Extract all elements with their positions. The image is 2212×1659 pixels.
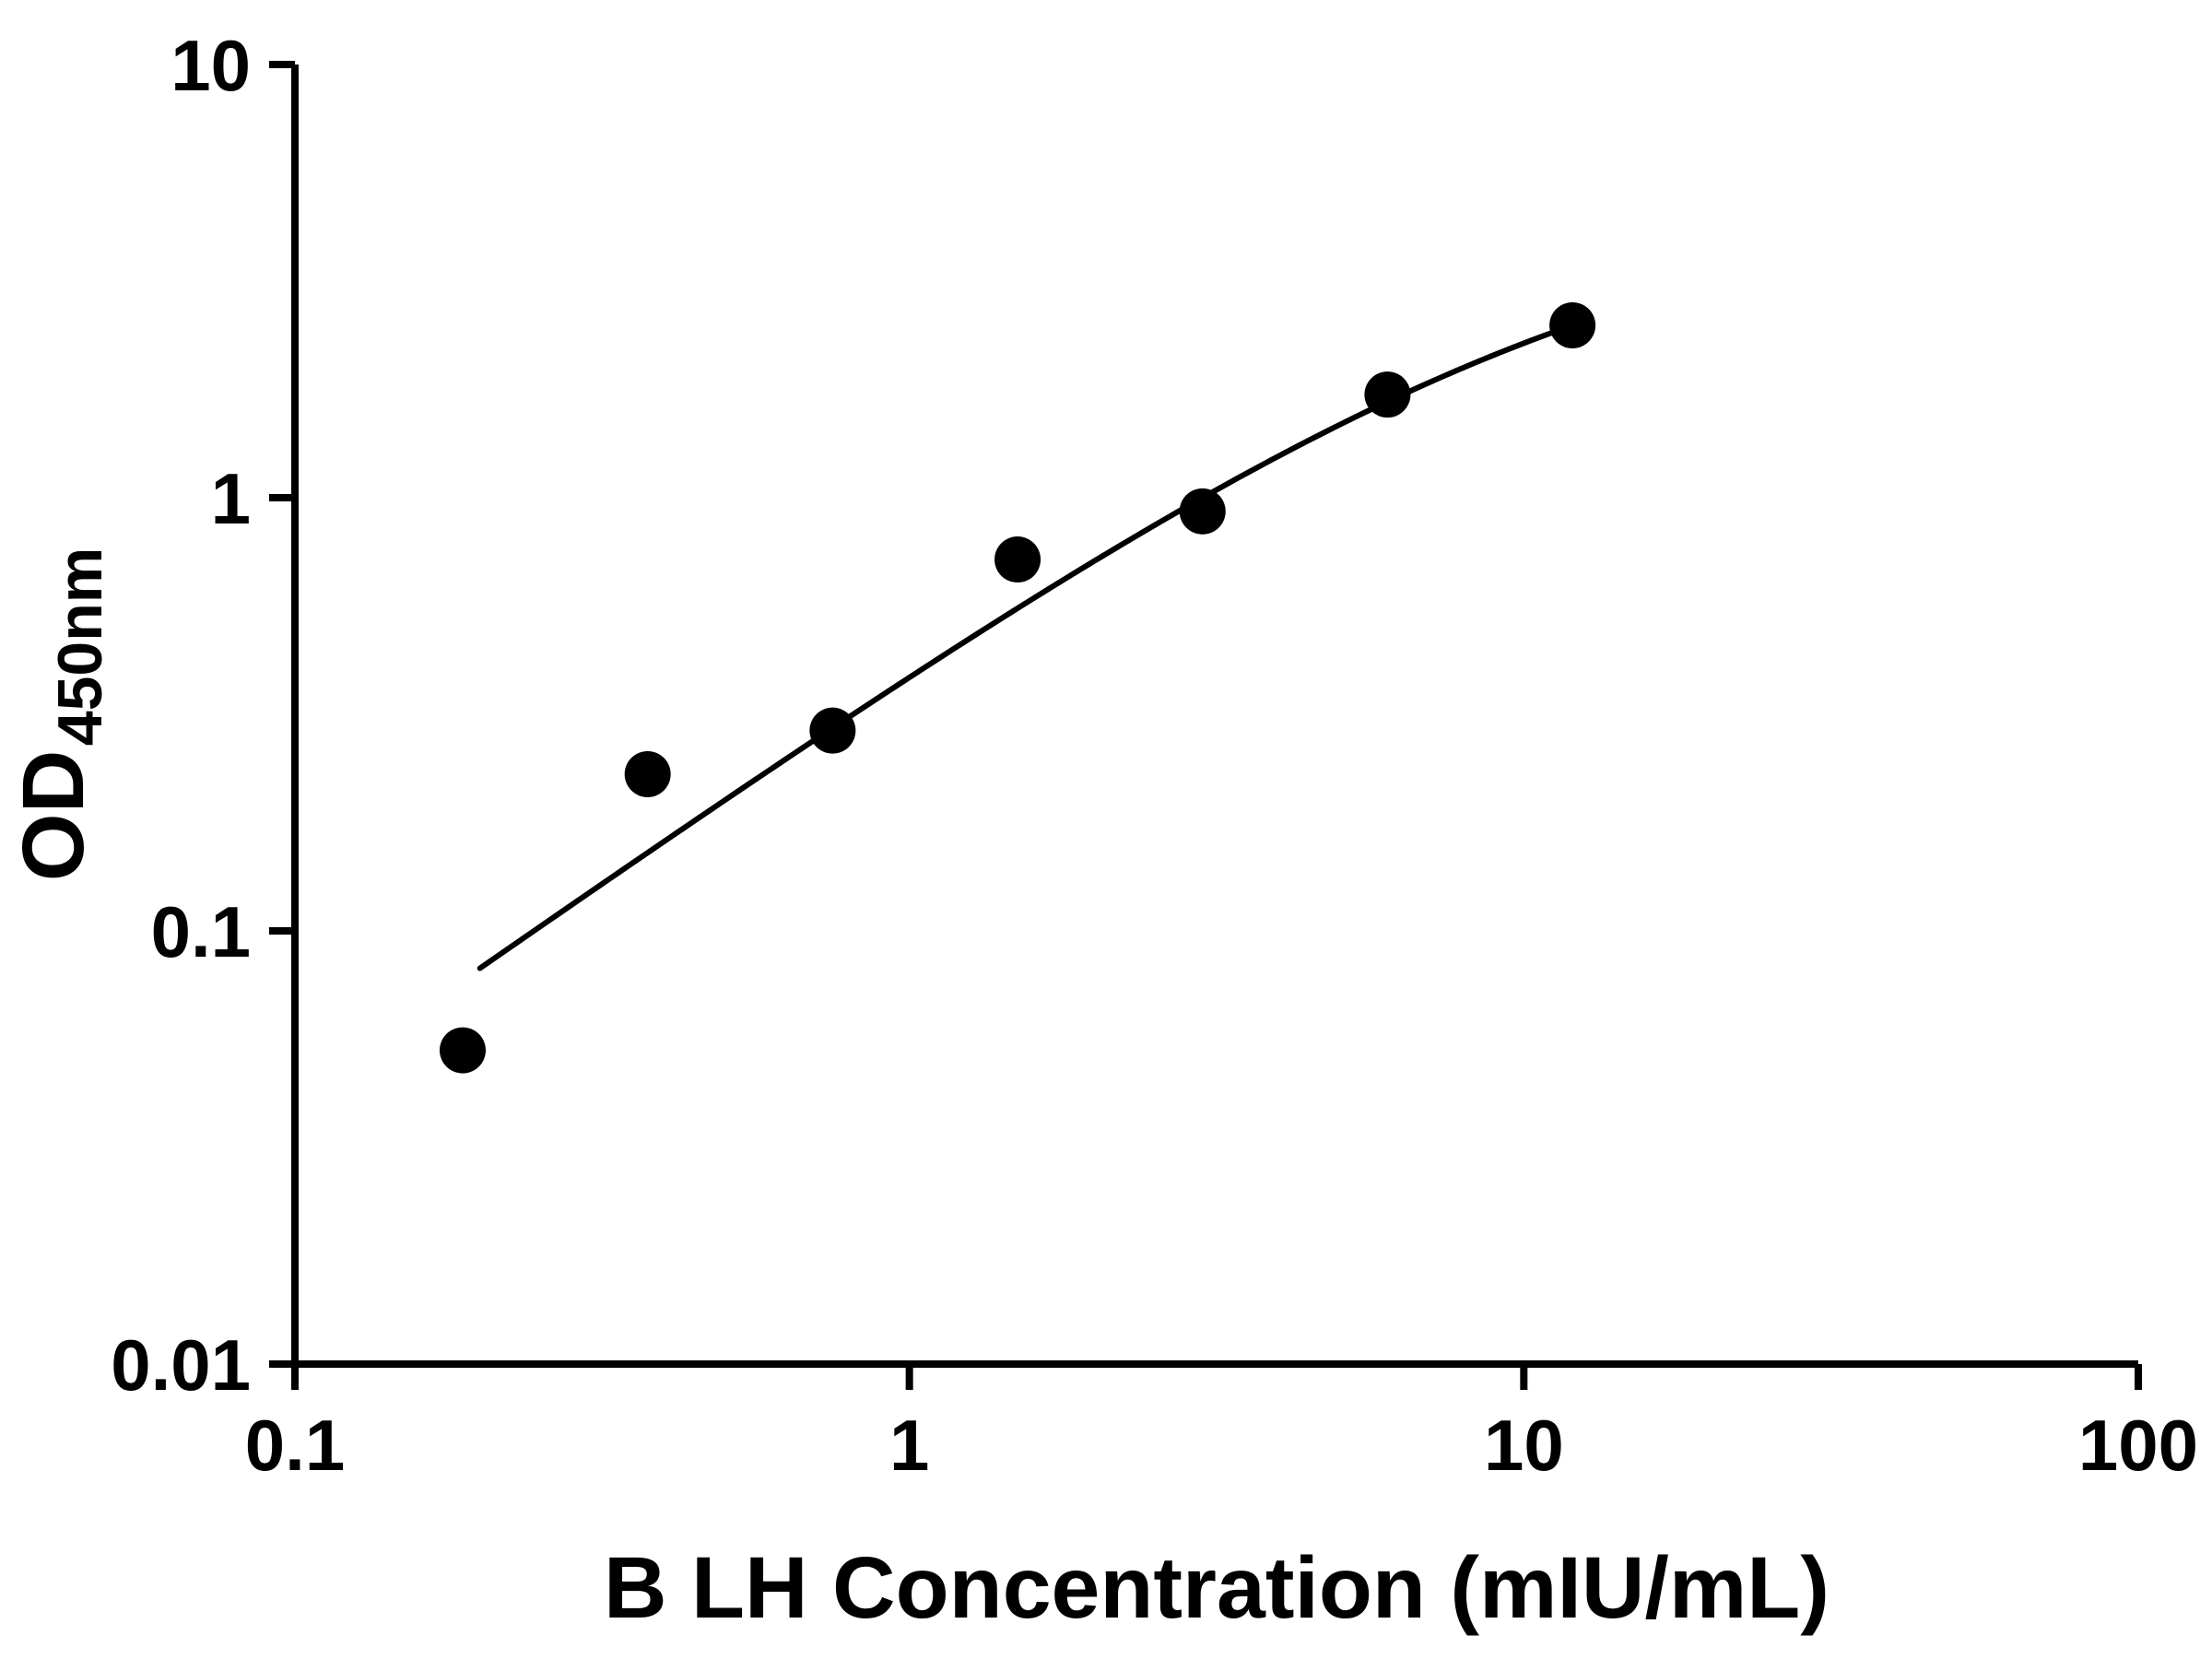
y-axis-title-main: OD [5,750,102,882]
x-tick-label: 0.1 [245,1405,345,1486]
y-tick-label: 1 [211,458,251,539]
y-tick-label: 10 [171,25,251,106]
y-axis-title-subscript: 450nm [45,547,115,746]
data-point [440,1027,487,1074]
x-tick-label: 10 [1484,1405,1564,1486]
y-axis-title: OD 450nm [5,547,115,881]
fit-curve [477,322,1576,971]
y-tick-label: 0.01 [111,1324,251,1406]
data-point [1364,371,1411,418]
data-point [624,750,671,797]
x-axis-title: B LH Concentration (mIU/mL) [604,1539,1830,1637]
axes [291,65,2138,1368]
x-tick-label: 100 [2078,1405,2198,1486]
data-point [1179,488,1226,535]
data-point [994,536,1041,583]
data-point [809,707,856,754]
y-tick-label: 0.1 [151,891,251,972]
x-tick-label: 1 [889,1405,929,1486]
data-point [1549,301,1596,348]
